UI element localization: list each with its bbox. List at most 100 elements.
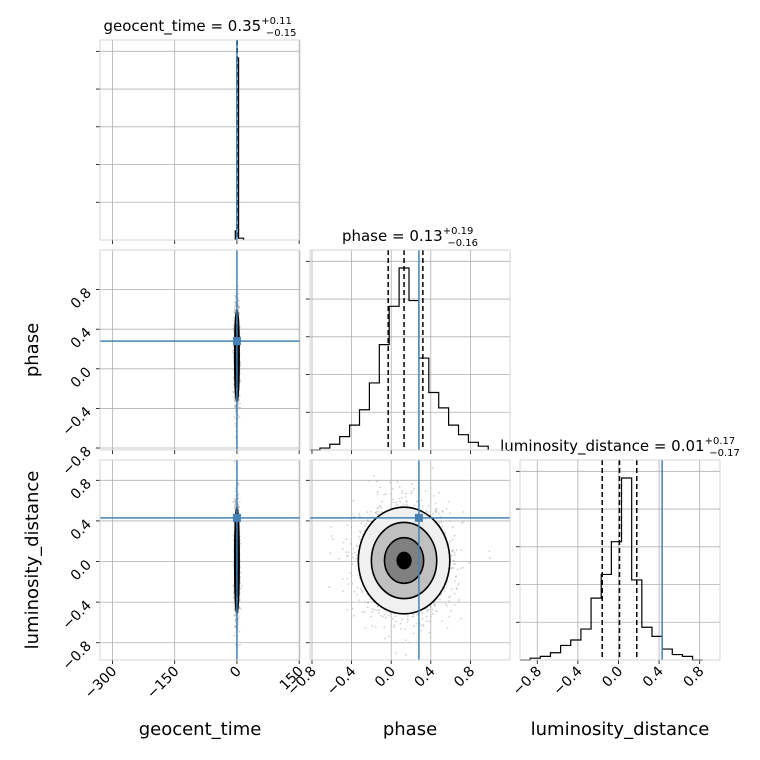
scatter-point — [426, 610, 429, 613]
scatter-point — [404, 654, 407, 656]
scatter-point — [239, 402, 241, 405]
scatter-point — [376, 480, 379, 483]
x-tick-label: 0.4 — [640, 663, 667, 690]
scatter-point — [415, 622, 418, 625]
scatter-point — [234, 499, 237, 502]
scatter-point — [410, 489, 413, 492]
scatter-point — [446, 627, 449, 630]
scatter-point — [232, 500, 234, 503]
scatter-point — [232, 327, 234, 330]
scatter-point — [425, 509, 428, 512]
scatter-point — [451, 538, 454, 541]
panel-border — [309, 249, 511, 451]
scatter-point — [233, 607, 236, 610]
scatter-point — [234, 506, 236, 509]
y-tick-label: 0.8 — [68, 285, 95, 312]
scatter-point — [383, 493, 385, 496]
scatter-point — [358, 515, 361, 518]
scatter-point — [234, 295, 237, 298]
scatter-point — [239, 406, 242, 409]
scatter-point — [380, 614, 382, 617]
scatter-point — [457, 599, 460, 601]
scatter-point — [433, 605, 436, 608]
scatter-point — [237, 414, 240, 417]
scatter-point — [427, 511, 430, 513]
scatter-point — [453, 604, 456, 606]
scatter-point — [431, 608, 434, 611]
scatter-point — [352, 499, 355, 502]
scatter-point — [379, 486, 382, 489]
scatter-point — [453, 534, 456, 537]
scatter-point — [452, 549, 455, 552]
scatter-point — [380, 506, 383, 509]
scatter-point — [234, 425, 237, 428]
scatter-point — [405, 501, 408, 504]
scatter-point — [444, 531, 447, 534]
scatter-point — [349, 572, 352, 574]
scatter-point — [238, 306, 241, 309]
scatter-point — [331, 535, 333, 537]
scatter-point — [450, 554, 453, 557]
scatter-point — [379, 505, 381, 508]
scatter-point — [375, 510, 378, 513]
scatter-point — [232, 383, 235, 386]
scatter-point — [366, 601, 369, 604]
scatter-point — [346, 608, 349, 611]
scatter-point — [391, 617, 394, 620]
scatter-point — [400, 627, 402, 630]
panel-content — [310, 460, 510, 660]
scatter-point — [238, 616, 240, 619]
scatter-point — [351, 513, 354, 516]
scatter-point — [433, 604, 435, 606]
scatter-point — [389, 481, 392, 484]
histogram-luminosity_distance — [520, 477, 703, 661]
scatter-point — [234, 405, 236, 408]
scatter-point — [435, 507, 438, 510]
diag-geocent-time — [96, 39, 301, 244]
scatter-point — [388, 635, 390, 638]
scatter-point — [384, 637, 387, 640]
panel-phase-vs-luminosity-distance: −0.8 −0.4 0.0 0.4 0.8 — [284, 459, 511, 699]
scatter-point — [359, 538, 361, 541]
scatter-point — [357, 535, 360, 538]
scatter-point — [396, 503, 398, 506]
scatter-point — [450, 588, 453, 591]
scatter-point — [432, 467, 434, 470]
scatter-point — [342, 541, 345, 544]
scatter-point — [453, 551, 456, 554]
scatter-point — [238, 599, 241, 602]
scatter-point — [459, 567, 462, 570]
scatter-point — [233, 316, 235, 319]
scatter-point — [401, 618, 404, 621]
scatter-point — [364, 627, 367, 629]
scatter-point — [234, 501, 237, 504]
scatter-point — [411, 613, 414, 616]
y-tick-label: 0.0 — [68, 557, 95, 584]
y-tick-label: 0.8 — [68, 476, 95, 503]
scatter-point — [392, 501, 395, 504]
diag-phase — [306, 249, 511, 454]
scatter-point — [233, 311, 236, 313]
scatter-point — [396, 481, 399, 483]
scatter-point — [395, 652, 397, 655]
scatter-point — [406, 618, 409, 621]
scatter-point — [341, 578, 344, 581]
scatter-point — [345, 551, 348, 554]
scatter-point — [366, 511, 369, 513]
scatter-point — [350, 542, 352, 545]
scatter-point — [407, 641, 410, 644]
scatter-point — [421, 505, 424, 508]
scatter-point — [422, 625, 424, 627]
x-tick-label: 0.8 — [680, 664, 707, 691]
scatter-point — [421, 617, 424, 620]
scatter-point — [342, 590, 344, 592]
panel-border — [99, 249, 301, 451]
scatter-point — [390, 493, 393, 495]
scatter-point — [234, 301, 237, 304]
scatter-point — [237, 300, 240, 302]
scatter-point — [427, 504, 430, 507]
scatter-point — [238, 630, 241, 633]
scatter-point — [367, 479, 370, 482]
scatter-point — [446, 605, 448, 607]
scatter-point — [371, 625, 373, 627]
